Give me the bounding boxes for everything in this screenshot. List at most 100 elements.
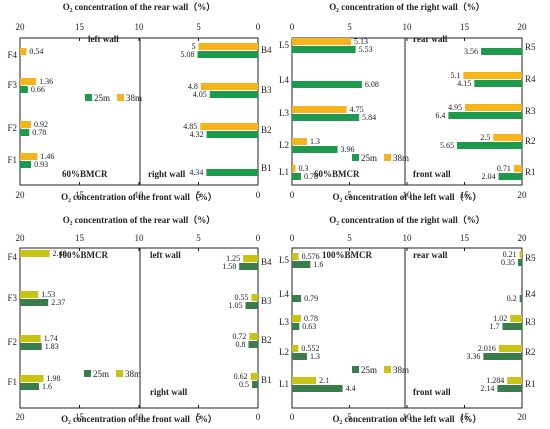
wall-label: 60%BMCR	[314, 169, 360, 179]
data-label: 1.83	[45, 342, 59, 351]
axis-title-bottom: O₂ concentration of the left wall（%）	[333, 414, 482, 424]
legend-swatch-25m	[352, 366, 359, 373]
legend-swatch-25m	[85, 94, 92, 101]
category-label: B4	[261, 45, 272, 55]
data-label: 4.05	[193, 90, 207, 99]
tick-label-bottom: 10	[135, 190, 145, 200]
bar-38m-L3	[292, 106, 347, 113]
bar-25m-F3	[20, 86, 28, 93]
bar-38m-R1	[507, 377, 522, 384]
tick-label-top: 5	[347, 22, 352, 32]
category-label: B1	[261, 375, 272, 385]
data-label: 0.92	[34, 120, 48, 129]
category-label: R1	[525, 379, 536, 389]
data-label: 0.79	[304, 294, 318, 303]
axis-title-top: O₂ concentration of the right wall（%）	[329, 2, 484, 12]
category-label: F4	[7, 252, 17, 262]
data-label: 0.63	[302, 322, 316, 331]
tick-label-top: 10	[403, 22, 413, 32]
bar-25m-F2	[20, 343, 42, 350]
bar-38m-L5	[292, 253, 299, 260]
bar-25m-L2	[292, 353, 307, 360]
bar-38m-F1	[20, 153, 38, 160]
data-label: 1.46	[40, 152, 54, 161]
data-label: 6.08	[365, 80, 379, 89]
bar-38m-L5	[292, 38, 351, 45]
category-label: L1	[279, 167, 289, 177]
bar-38m-R1	[513, 165, 522, 172]
data-label: 1.58	[222, 262, 236, 271]
data-label: 3.36	[466, 352, 480, 361]
category-label: R3	[525, 106, 536, 116]
axis-title-top: O₂ concentration of the right wall（%）	[329, 215, 484, 225]
data-label: 5.08	[181, 50, 195, 59]
data-label: 0.576	[302, 252, 320, 261]
tick-label-top: 20	[16, 233, 26, 243]
data-label: 1.3	[310, 137, 320, 146]
tick-label-top: 20	[16, 22, 26, 32]
bar-38m-L2	[292, 138, 307, 145]
bar-38m-B4	[198, 43, 258, 50]
bar-25m-L1	[292, 385, 343, 392]
data-label: 1.02	[493, 314, 507, 323]
tick-label-top: 15	[460, 22, 470, 32]
data-label: 0.21	[503, 250, 517, 259]
tick-label-bottom: 0	[290, 412, 295, 422]
axis-title-bottom: O₂ concentration of the left wall（%）	[333, 192, 482, 202]
bar-25m-B3	[245, 302, 258, 309]
bar-25m-R4	[474, 80, 522, 87]
category-label: R2	[525, 136, 536, 146]
data-label: 0.2	[507, 294, 517, 303]
data-label: 0.8	[235, 340, 245, 349]
legend-label-38m: 38m	[393, 153, 409, 163]
tick-label-bottom: 10	[403, 412, 413, 422]
wall-label: front wall	[413, 387, 451, 397]
category-label: R5	[525, 253, 536, 263]
tick-label-bottom: 15	[460, 190, 470, 200]
data-label: 0.62	[234, 372, 248, 381]
category-label: R4	[525, 74, 536, 84]
legend-swatch-25m	[352, 154, 359, 161]
legend-swatch-38m	[384, 366, 391, 373]
bar-38m-F3	[20, 78, 37, 85]
bar-38m-B3	[251, 294, 258, 301]
bar-25m-L3	[292, 114, 360, 121]
data-label: 1.7	[489, 322, 499, 331]
axis-title-bottom: O₂ concentration of the front wall（%）	[61, 414, 217, 424]
category-label: L1	[279, 379, 289, 389]
tick-label-bottom: 10	[403, 190, 413, 200]
category-label: L4	[279, 289, 289, 299]
category-label: B2	[261, 125, 272, 135]
wall-label: right wall	[148, 169, 186, 179]
legend-label-38m: 38m	[126, 93, 142, 103]
data-label: 2.14	[480, 384, 494, 393]
bar-38m-L1	[292, 165, 296, 172]
tick-label-top: 0	[290, 22, 295, 32]
legend-label-25m: 25m	[361, 153, 377, 163]
category-label: L3	[279, 108, 289, 118]
data-label: 4.95	[448, 103, 462, 112]
data-label: 6.4	[435, 111, 445, 120]
tick-label-top: 10	[135, 22, 145, 32]
tick-label-bottom: 5	[196, 412, 201, 422]
bar-38m-F2	[20, 121, 31, 128]
legend-label-38m: 38m	[125, 369, 141, 379]
tick-label-top: 0	[290, 233, 295, 243]
legend-swatch-38m	[384, 154, 391, 161]
data-label: 0.78	[304, 314, 318, 323]
data-label: 4.15	[457, 79, 471, 88]
category-label: L2	[279, 140, 289, 150]
data-label: 4.4	[346, 384, 356, 393]
data-label: 0.72	[232, 332, 246, 341]
data-label: 4.75	[350, 105, 364, 114]
bar-25m-R5	[481, 48, 522, 55]
bar-25m-F3	[20, 299, 49, 306]
wall-label: left wall	[150, 250, 181, 260]
tick-label-top: 0	[256, 233, 261, 243]
bar-25m-F1	[20, 383, 40, 390]
category-label: R3	[525, 317, 536, 327]
wall-label: 100%BMCR	[322, 250, 372, 260]
bar-38m-B2	[200, 123, 258, 130]
data-label: 2.49	[53, 249, 67, 258]
tick-label-bottom: 20	[16, 190, 26, 200]
